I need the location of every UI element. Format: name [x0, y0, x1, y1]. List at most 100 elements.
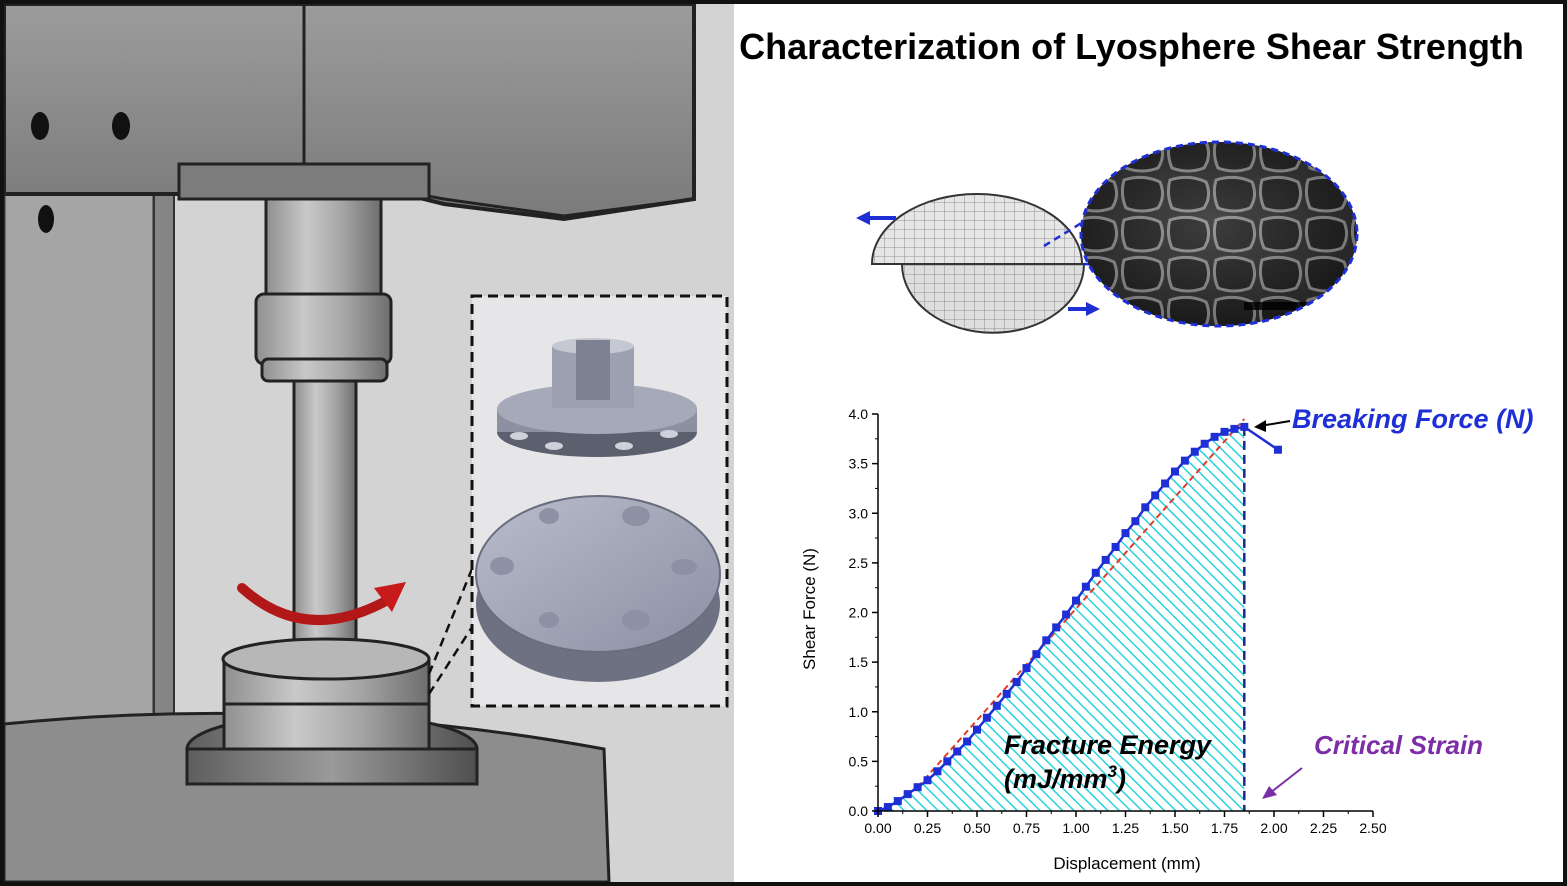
fixture-dimple	[622, 506, 650, 526]
fixture-bottom-disc	[475, 495, 721, 653]
x-tick-label: 0.25	[914, 820, 941, 836]
x-tick-label: 1.00	[1062, 820, 1089, 836]
fracture-energy-units-end: )	[1114, 764, 1126, 794]
data-point	[883, 803, 892, 812]
data-point	[1022, 664, 1031, 673]
y-tick-label: 1.0	[849, 704, 869, 720]
lyosphere-shear-diagram	[856, 140, 1359, 334]
data-point	[893, 797, 902, 806]
y-tick-label: 4.0	[849, 406, 869, 422]
data-point	[982, 713, 991, 722]
x-tick-label: 1.50	[1161, 820, 1188, 836]
data-point	[933, 767, 942, 776]
x-tick-label: 1.75	[1211, 820, 1238, 836]
x-tick-label: 0.00	[864, 820, 891, 836]
data-point	[1131, 517, 1140, 526]
data-point	[1002, 689, 1011, 698]
breaking-force-arrowhead-icon	[1254, 420, 1266, 432]
data-point	[1180, 456, 1189, 465]
spindle-collar	[254, 292, 393, 366]
column-inner	[153, 163, 175, 725]
data-point	[1121, 529, 1130, 538]
rheometer-illustration	[4, 4, 734, 882]
data-point	[1091, 568, 1100, 577]
data-point	[963, 737, 972, 746]
data-point	[1032, 650, 1041, 659]
axes: 0.00 0.25 0.50 0.75 1.00 1.25 1.50 1.75 2.00 2.25…	[849, 406, 1387, 836]
data-point	[1072, 596, 1080, 605]
data-point	[973, 725, 981, 734]
y-tick-label: 0.0	[849, 803, 869, 819]
data-point	[923, 776, 932, 785]
data-point	[913, 783, 922, 792]
fracture-energy-units: (mJ/mm3)	[1004, 762, 1126, 794]
data-point	[1240, 422, 1249, 431]
shear-arrowhead-right-icon	[1086, 302, 1100, 316]
data-point	[953, 747, 962, 756]
x-tick-label: 2.50	[1359, 820, 1386, 836]
critical-strain-arrowhead-icon	[1262, 786, 1277, 799]
sem-outline	[1079, 140, 1359, 328]
fixture-dimple	[671, 559, 697, 575]
fixture-dimple	[622, 610, 650, 630]
fixture-dimple	[539, 508, 559, 524]
rotation-arrowhead-icon	[374, 582, 406, 612]
plate-bottom-side	[185, 747, 479, 786]
data-point	[1081, 582, 1090, 591]
data-point	[943, 757, 952, 766]
bolt-hole	[31, 112, 49, 140]
shear-arrowhead-left-icon	[856, 211, 870, 225]
fracture-energy-label: Fracture Energy	[1004, 730, 1213, 760]
data-point	[1111, 542, 1120, 551]
y-axis-label: Shear Force (N)	[800, 548, 819, 670]
x-axis-label: Displacement (mm)	[1053, 854, 1200, 873]
data-point	[992, 701, 1001, 710]
data-point	[1062, 610, 1071, 619]
data-point	[1190, 447, 1199, 456]
fixture-dimple	[490, 557, 514, 575]
data-point	[1101, 555, 1110, 564]
spindle-collar-lower	[260, 357, 389, 383]
spindle-upper	[264, 197, 383, 301]
fracture-energy-units-sup: 3	[1108, 762, 1118, 781]
data-point	[1161, 479, 1170, 488]
rheometer-head	[4, 4, 696, 222]
data-point	[1141, 503, 1150, 512]
bolt-hole	[112, 112, 130, 140]
y-tick-label: 1.5	[849, 654, 869, 670]
data-point	[1210, 432, 1219, 441]
y-tick-label: 2.5	[849, 555, 869, 571]
figure-title: Characterization of Lyosphere Shear Stre…	[739, 26, 1524, 67]
x-tick-label: 2.25	[1310, 820, 1337, 836]
fracture-energy-units-base: (mJ/mm	[1004, 764, 1108, 794]
linear-fit-line	[916, 418, 1246, 788]
critical-strain-arrow	[1269, 767, 1303, 794]
fixture-hole	[660, 430, 678, 438]
fixture-slot	[576, 340, 610, 400]
shear-force-chart: 0.00 0.25 0.50 0.75 1.00 1.25 1.50 1.75 2.00 2.25…	[800, 404, 1534, 873]
y-tick-label: 3.5	[849, 456, 869, 472]
bolt-hole	[38, 205, 54, 233]
data-point	[1230, 424, 1239, 433]
data-point	[1012, 677, 1021, 686]
column-left	[4, 162, 156, 726]
x-tick-label: 0.50	[963, 820, 990, 836]
fixture-dimple	[539, 612, 559, 628]
breaking-force-label: Breaking Force (N)	[1292, 404, 1534, 434]
data-point	[903, 790, 912, 799]
fixture-hole	[615, 442, 633, 450]
x-tick-label: 2.00	[1260, 820, 1287, 836]
fixture-hole	[545, 442, 563, 450]
y-tick-label: 2.0	[849, 605, 869, 621]
fixture-hole	[510, 432, 528, 440]
data-point	[1220, 427, 1229, 436]
sphere-top-mesh	[872, 194, 1082, 264]
x-tick-label: 0.75	[1013, 820, 1040, 836]
sphere-bottom-mesh	[902, 264, 1084, 333]
x-tick-label: 1.25	[1112, 820, 1139, 836]
head-lower-block	[177, 162, 431, 201]
data-point	[1052, 623, 1061, 632]
rotation-arrow-icon	[237, 583, 389, 625]
data-point	[1171, 467, 1179, 476]
